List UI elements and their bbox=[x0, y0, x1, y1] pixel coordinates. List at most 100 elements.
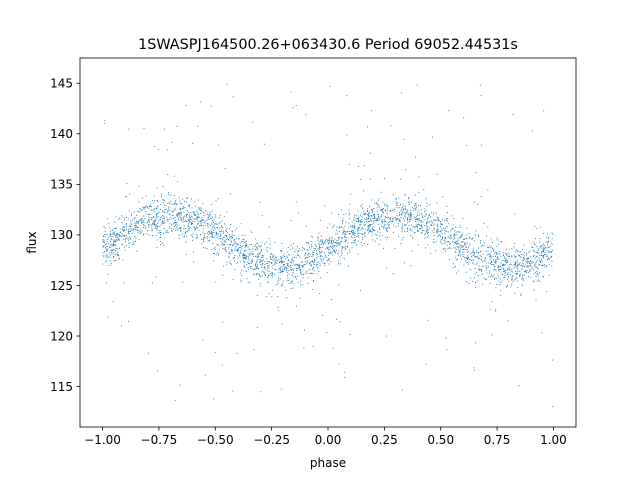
data-point bbox=[432, 241, 434, 243]
data-point bbox=[232, 244, 234, 246]
data-point bbox=[338, 284, 340, 286]
data-point bbox=[164, 221, 166, 223]
data-point bbox=[488, 265, 490, 267]
data-point bbox=[174, 399, 176, 401]
data-point bbox=[477, 251, 479, 253]
data-point bbox=[480, 245, 482, 247]
data-point bbox=[217, 254, 220, 256]
data-point bbox=[185, 197, 188, 199]
data-point bbox=[151, 228, 153, 230]
data-point bbox=[107, 218, 109, 220]
data-point bbox=[250, 230, 252, 232]
data-point bbox=[447, 231, 449, 233]
data-point bbox=[228, 227, 230, 229]
data-point bbox=[505, 259, 507, 261]
data-point bbox=[255, 255, 257, 257]
data-point bbox=[115, 247, 117, 250]
data-point bbox=[418, 176, 420, 178]
data-point bbox=[196, 235, 198, 237]
data-point bbox=[462, 245, 464, 247]
data-point bbox=[358, 216, 360, 218]
data-point bbox=[226, 83, 228, 85]
data-point bbox=[390, 216, 392, 219]
data-point bbox=[125, 245, 127, 247]
data-point bbox=[295, 201, 297, 203]
data-point bbox=[359, 215, 361, 217]
data-point bbox=[305, 114, 307, 116]
data-point bbox=[464, 248, 466, 250]
data-point bbox=[106, 260, 108, 262]
data-point bbox=[207, 240, 209, 242]
data-point bbox=[543, 255, 545, 257]
data-point bbox=[357, 232, 359, 234]
data-point bbox=[446, 212, 448, 214]
data-point bbox=[109, 235, 111, 237]
data-point bbox=[111, 237, 113, 239]
data-point bbox=[522, 257, 524, 259]
data-point bbox=[531, 261, 533, 263]
data-point bbox=[547, 257, 549, 259]
data-point bbox=[486, 246, 488, 248]
data-point bbox=[137, 221, 139, 223]
data-point bbox=[367, 217, 369, 219]
data-point bbox=[485, 235, 488, 237]
data-point bbox=[288, 273, 290, 275]
data-point bbox=[401, 208, 403, 210]
data-point bbox=[516, 264, 518, 266]
data-point bbox=[256, 267, 258, 269]
data-point bbox=[356, 228, 358, 230]
data-point bbox=[302, 274, 304, 276]
data-point bbox=[244, 261, 246, 263]
data-point bbox=[242, 238, 244, 240]
data-point bbox=[198, 217, 200, 219]
data-point bbox=[447, 236, 449, 238]
data-point bbox=[331, 251, 333, 253]
data-point bbox=[539, 263, 541, 265]
data-point bbox=[493, 278, 496, 280]
data-point bbox=[508, 252, 510, 254]
data-point bbox=[248, 254, 250, 256]
data-point bbox=[467, 258, 469, 261]
data-point bbox=[385, 236, 387, 238]
data-point bbox=[416, 212, 419, 214]
data-point bbox=[519, 270, 521, 272]
data-point bbox=[456, 258, 458, 260]
data-point bbox=[115, 215, 117, 217]
data-point bbox=[466, 227, 468, 229]
data-point bbox=[288, 270, 290, 272]
data-point bbox=[369, 220, 371, 222]
data-point bbox=[459, 248, 461, 250]
data-point bbox=[498, 250, 500, 252]
data-point bbox=[251, 231, 253, 234]
data-point bbox=[496, 260, 498, 263]
data-point bbox=[396, 218, 398, 220]
data-point bbox=[363, 210, 365, 212]
data-point bbox=[459, 253, 461, 255]
data-point bbox=[245, 240, 247, 242]
data-point bbox=[184, 233, 186, 235]
data-point bbox=[250, 244, 253, 246]
data-point bbox=[250, 267, 252, 269]
data-point bbox=[515, 273, 517, 275]
data-point bbox=[161, 211, 163, 213]
data-point bbox=[281, 388, 283, 390]
data-point bbox=[353, 227, 355, 229]
data-point bbox=[384, 224, 386, 226]
data-point bbox=[220, 241, 222, 243]
data-point bbox=[504, 264, 506, 266]
data-point bbox=[511, 283, 513, 285]
data-point bbox=[485, 260, 487, 262]
data-point bbox=[173, 175, 175, 177]
data-point bbox=[163, 211, 165, 213]
data-point bbox=[201, 210, 203, 212]
data-point bbox=[291, 265, 293, 267]
data-point bbox=[159, 231, 161, 233]
data-point bbox=[215, 231, 217, 233]
data-point bbox=[185, 231, 187, 233]
data-point bbox=[288, 254, 290, 256]
data-point bbox=[186, 231, 188, 233]
data-point bbox=[474, 273, 476, 275]
data-point bbox=[117, 238, 119, 240]
data-point bbox=[410, 224, 413, 226]
data-point bbox=[242, 257, 244, 259]
